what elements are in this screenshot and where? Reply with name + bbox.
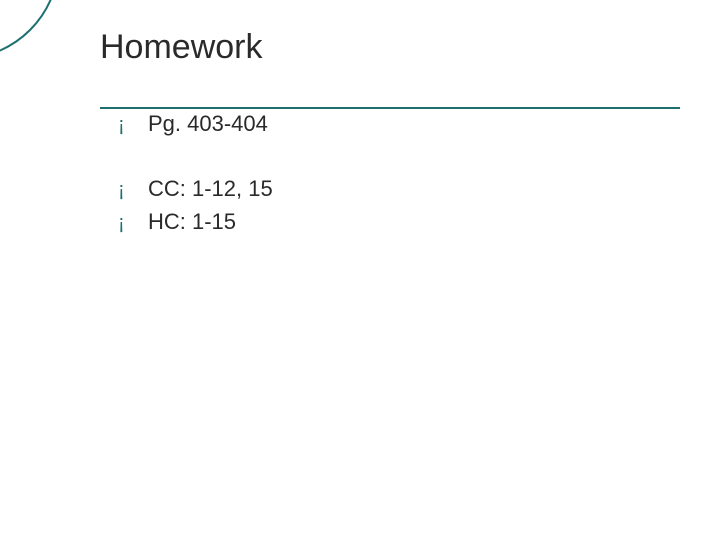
bullet-text: HC: 1-15 <box>148 207 236 238</box>
bullet-text: Pg. 403-404 <box>148 109 268 140</box>
group-spacer <box>118 140 680 174</box>
bullet-icon: ¡ <box>118 176 132 204</box>
bullet-text: CC: 1-12, 15 <box>148 174 273 205</box>
list-item: ¡ Pg. 403-404 <box>118 109 680 140</box>
slide-title: Homework <box>100 28 680 73</box>
list-item: ¡ HC: 1-15 <box>118 207 680 238</box>
bullet-list: ¡ Pg. 403-404 ¡ CC: 1-12, 15 ¡ HC: 1-15 <box>100 109 680 237</box>
bullet-icon: ¡ <box>118 111 132 139</box>
list-item: ¡ CC: 1-12, 15 <box>118 174 680 205</box>
slide-container: Homework ¡ Pg. 403-404 ¡ CC: 1-12, 15 ¡ … <box>0 0 720 540</box>
bullet-icon: ¡ <box>118 209 132 237</box>
